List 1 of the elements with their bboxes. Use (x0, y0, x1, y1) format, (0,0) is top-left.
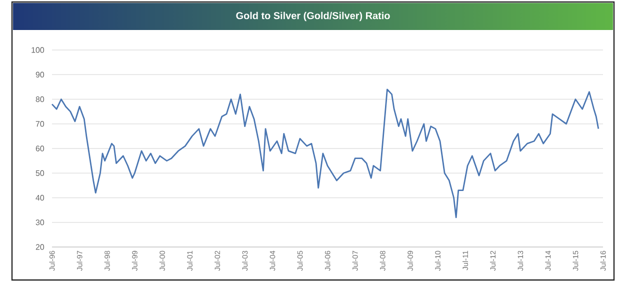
chart-title: Gold to Silver (Gold/Silver) Ratio (236, 12, 390, 22)
